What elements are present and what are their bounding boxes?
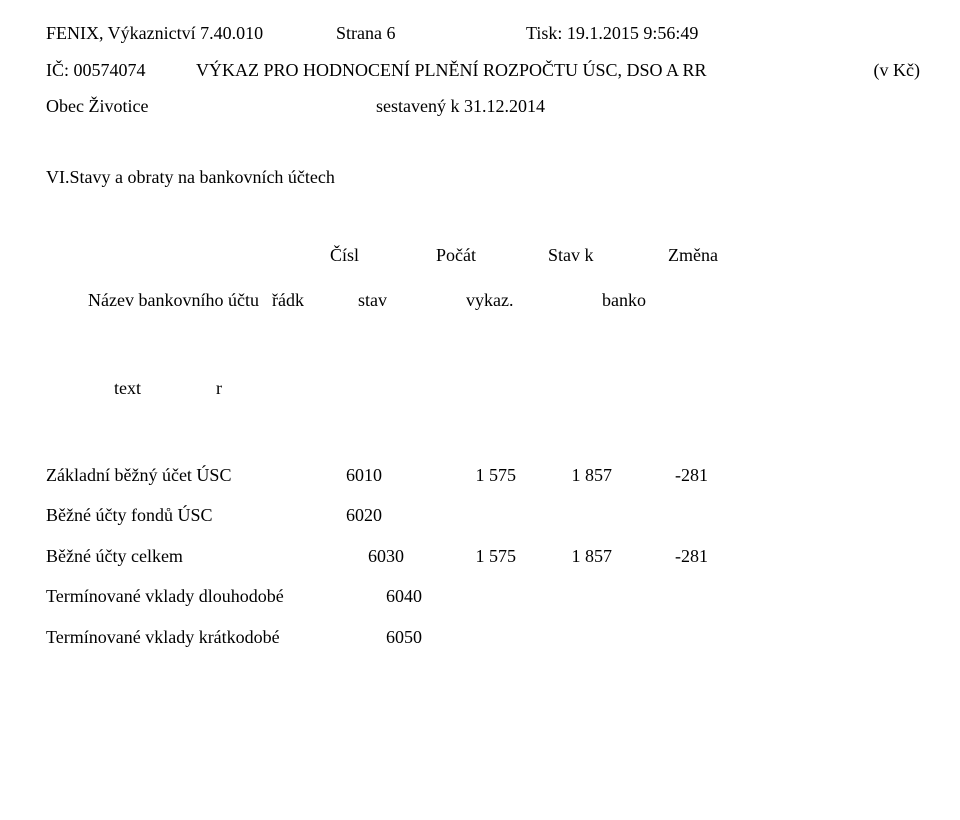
row-code: 6050 — [386, 626, 476, 649]
row-val1: 1 575 — [436, 464, 532, 487]
row-label: Běžné účty celkem — [46, 545, 346, 568]
colhead-stavk: Stav k — [548, 244, 668, 267]
row-val1: 1 575 — [436, 545, 532, 568]
colsub-banko: banko — [580, 289, 710, 312]
row-label: Základní běžný účet ÚSC — [46, 464, 346, 487]
spacer — [46, 244, 330, 267]
page-label: Strana 6 — [336, 22, 526, 45]
table-row: Běžné účty fondů ÚSC 6020 — [46, 504, 920, 527]
header-line-2: IČ: 00574074 VÝKAZ PRO HODNOCENÍ PLNĚNÍ … — [46, 59, 920, 82]
table-row: Termínované vklady krátkodobé 6050 — [46, 626, 920, 649]
colsub-vykaz: vykaz. — [458, 289, 580, 312]
ic-label: IČ: 00574074 — [46, 59, 196, 82]
colhead-pocat: Počát — [436, 244, 548, 267]
row-val2: 1 857 — [532, 545, 628, 568]
row-val3: -281 — [628, 464, 724, 487]
colsub-radk: řádk — [266, 289, 330, 312]
row-code: 6040 — [386, 585, 476, 608]
spacer — [346, 545, 368, 568]
table-row: Běžné účty celkem 6030 1 575 1 857 -281 — [46, 545, 920, 568]
header-line-3: Obec Životice sestavený k 31.12.2014 — [46, 95, 920, 118]
colsub-stav: stav — [330, 289, 458, 312]
row-code: 6030 — [368, 545, 436, 568]
page: FENIX, Výkaznictví 7.40.010 Strana 6 Tis… — [0, 0, 960, 648]
colhead-zmena: Změna — [668, 244, 788, 267]
currency-label: (v Kč) — [840, 59, 920, 82]
row-val2: 1 857 — [532, 464, 628, 487]
colhead-cisl: Čísl — [330, 244, 436, 267]
column-header-row-1: Čísl Počát Stav k Změna — [46, 244, 920, 267]
row-label: Běžné účty fondů ÚSC — [46, 504, 346, 527]
compiled-label: sestavený k 31.12.2014 — [376, 95, 920, 118]
rowtext-r: r — [216, 377, 276, 400]
entity-label: Obec Životice — [46, 95, 376, 118]
row-val2 — [532, 504, 628, 527]
colsub-label: Název bankovního účtu — [46, 289, 266, 312]
print-label: Tisk: 19.1.2015 9:56:49 — [526, 22, 920, 45]
system-label: FENIX, Výkaznictví 7.40.010 — [46, 22, 336, 45]
header-line-1: FENIX, Výkaznictví 7.40.010 Strana 6 Tis… — [46, 22, 920, 45]
column-header-row-2: Název bankovního účtu řádk stav vykaz. b… — [46, 289, 920, 312]
row-code: 6020 — [346, 504, 436, 527]
report-title: VÝKAZ PRO HODNOCENÍ PLNĚNÍ ROZPOČTU ÚSC,… — [196, 59, 840, 82]
row-label: Termínované vklady dlouhodobé — [46, 585, 386, 608]
table-row: Základní běžný účet ÚSC 6010 1 575 1 857… — [46, 464, 920, 487]
row-val3 — [628, 504, 724, 527]
row-val3: -281 — [628, 545, 724, 568]
section-title: VI.Stavy a obraty na bankovních účtech — [46, 166, 920, 189]
rowtext-text: text — [46, 377, 216, 400]
column-header-row-3: text r — [46, 377, 920, 400]
row-label: Termínované vklady krátkodobé — [46, 626, 386, 649]
row-val1 — [436, 504, 532, 527]
table-row: Termínované vklady dlouhodobé 6040 — [46, 585, 920, 608]
row-code: 6010 — [346, 464, 436, 487]
